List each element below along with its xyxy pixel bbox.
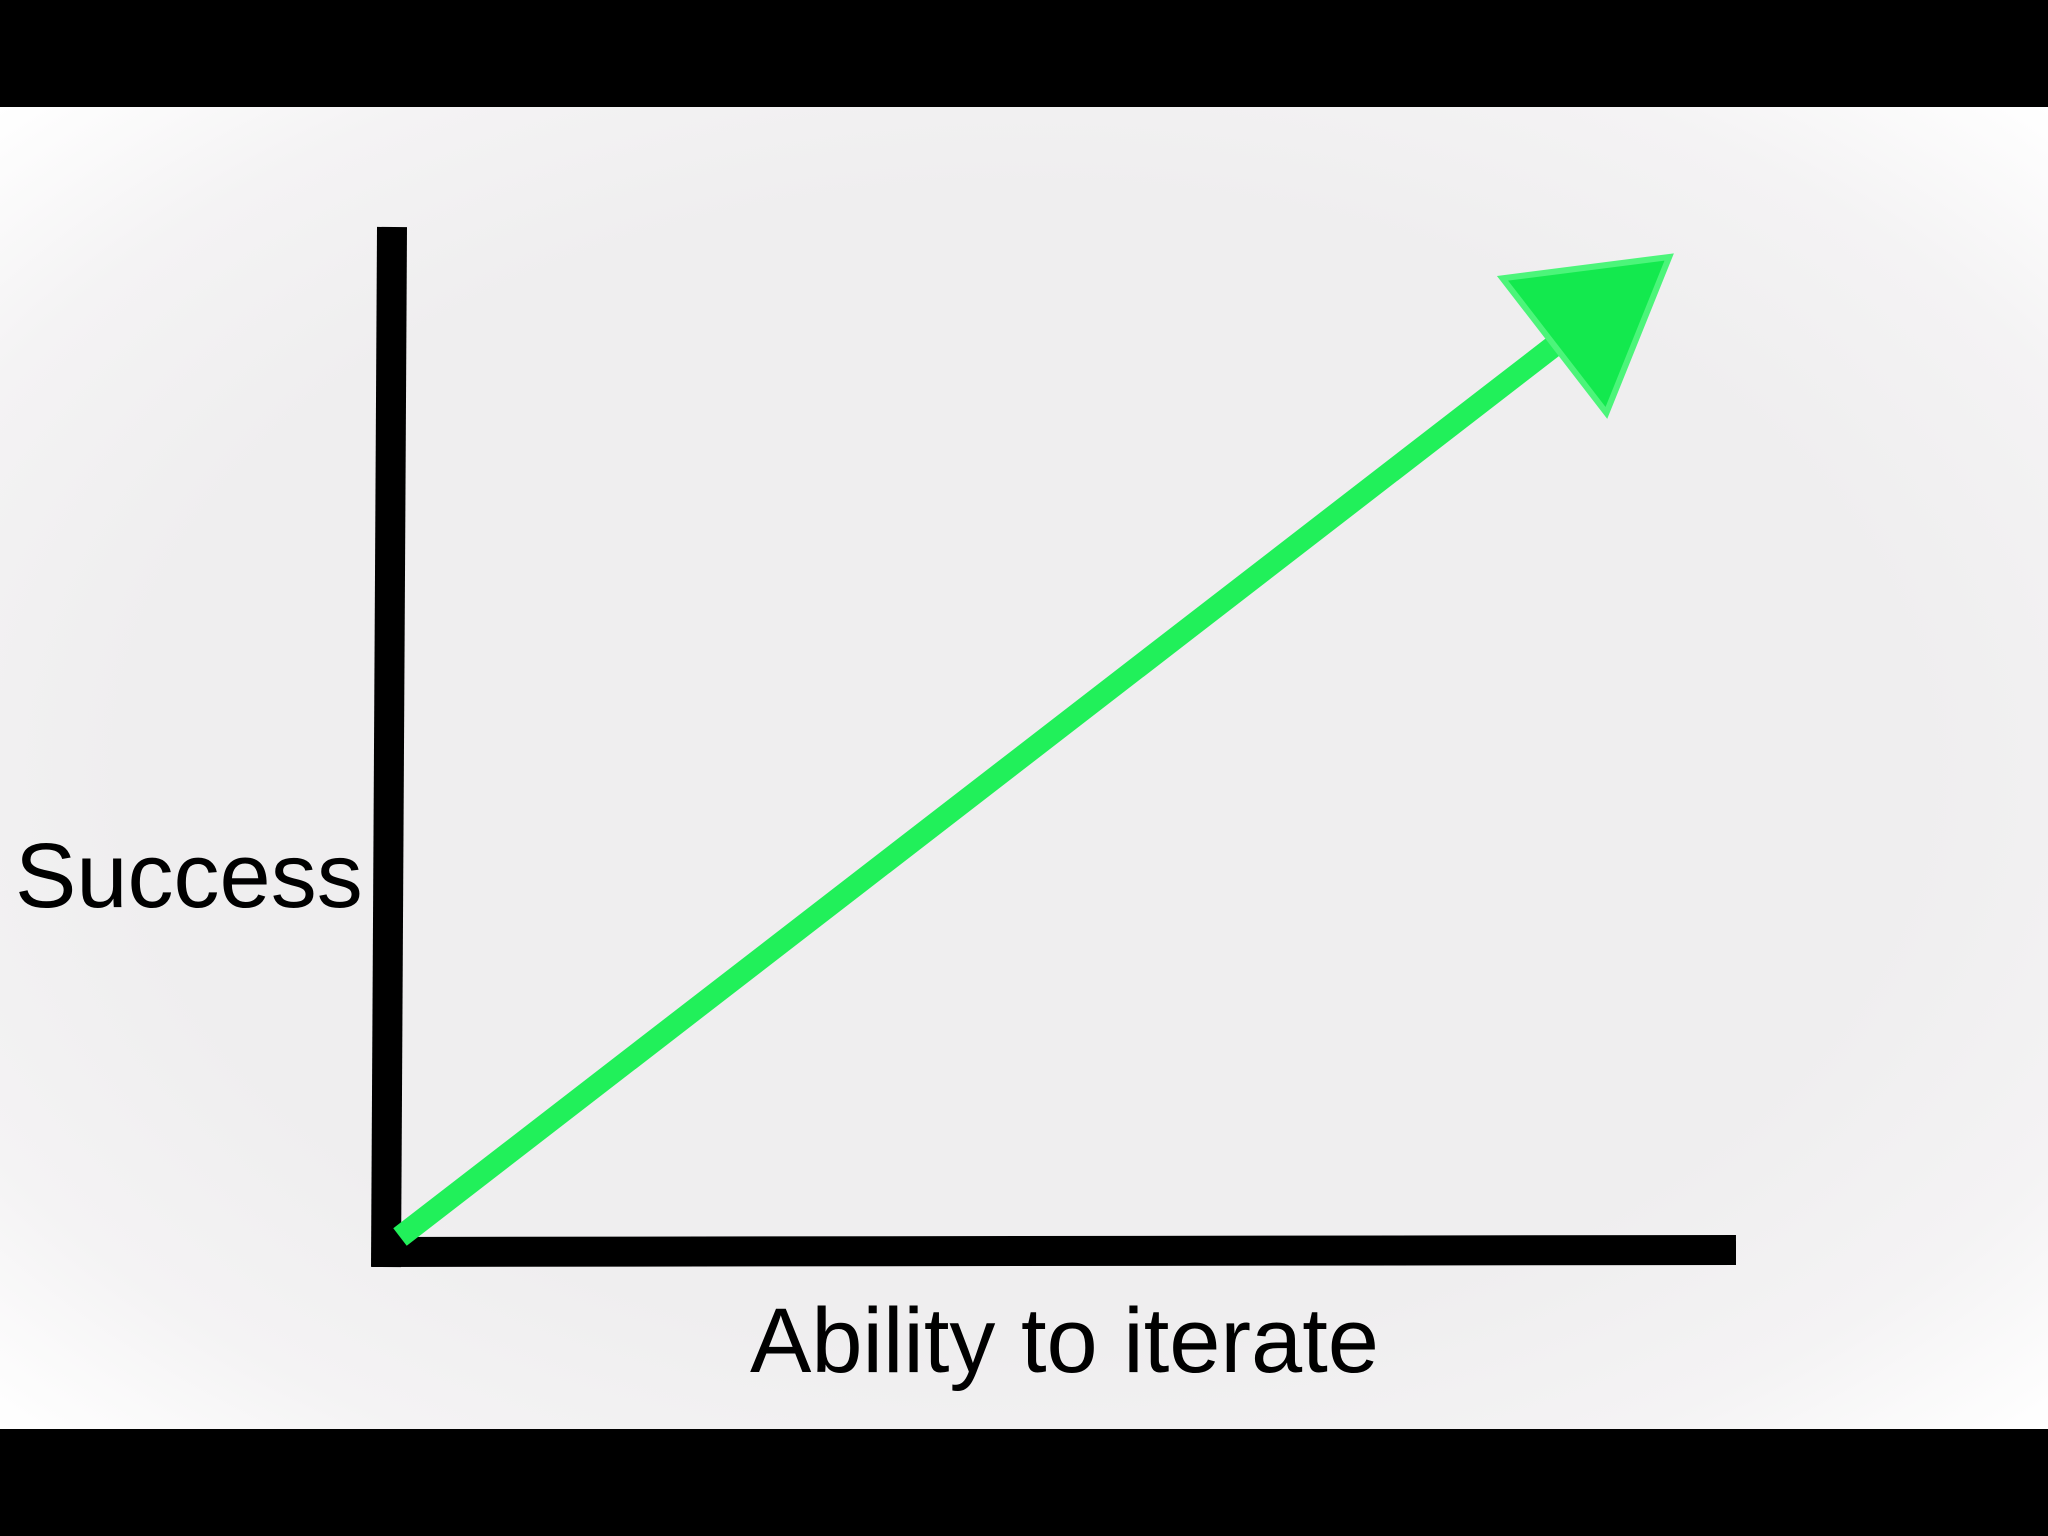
- x-axis: [371, 1235, 1737, 1267]
- y-axis-label: Success: [15, 825, 363, 927]
- x-axis-label: Ability to iterate: [750, 1290, 1379, 1392]
- slide-canvas: Success Ability to iterate: [0, 107, 2048, 1429]
- y-axis: [371, 226, 407, 1268]
- trend-line: [393, 330, 1570, 1246]
- trend-arrowhead: [1496, 253, 1674, 419]
- chart: Success Ability to iterate: [15, 226, 1737, 1392]
